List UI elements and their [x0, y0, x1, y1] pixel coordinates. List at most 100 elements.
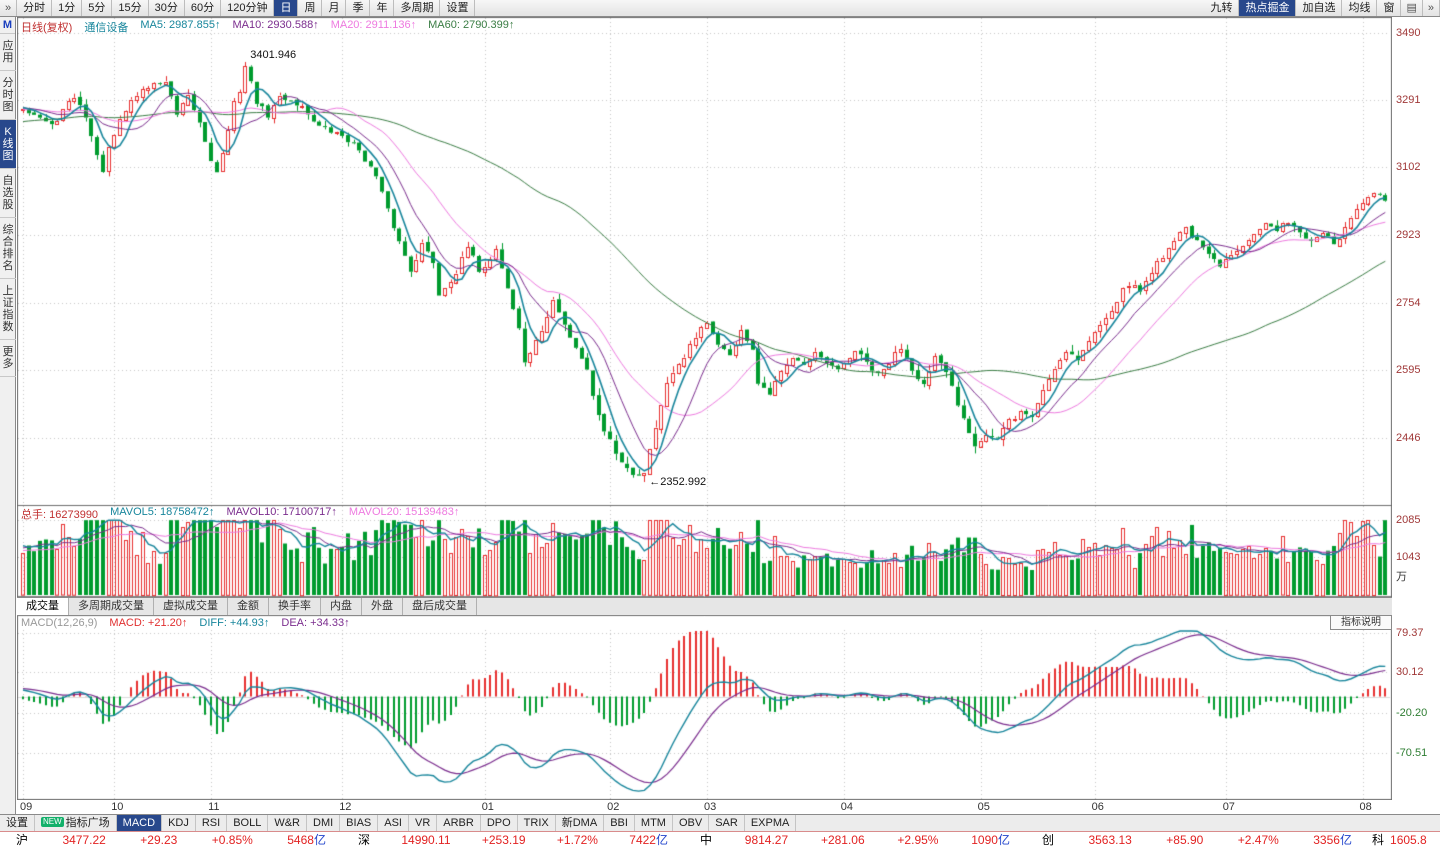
- volume-tab[interactable]: 成交量: [17, 598, 69, 615]
- price-header-label: MA20: 2911.136↑: [330, 19, 417, 31]
- collapse-panel-icon[interactable]: »: [1423, 0, 1440, 16]
- indicator-button[interactable]: BBI: [604, 815, 635, 831]
- toolbar-button[interactable]: 窗: [1377, 0, 1402, 16]
- market-quote[interactable]: 创 3563.13 +85.90 +2.47% 3356亿: [1026, 832, 1368, 847]
- x-axis-month-label: 10: [111, 801, 124, 813]
- period-button[interactable]: 15分: [112, 0, 149, 16]
- period-button[interactable]: 月: [322, 0, 347, 16]
- indicator-button[interactable]: DMI: [307, 815, 341, 831]
- market-quote[interactable]: 深 14990.11 +253.19 +1.72% 7422亿: [342, 832, 684, 847]
- sidebar-item[interactable]: K线图: [0, 120, 16, 169]
- indicator-button[interactable]: ASI: [378, 815, 409, 831]
- indicator-plaza-button[interactable]: NEW 指标广场: [35, 815, 117, 831]
- axis-tick-label: 万: [1396, 571, 1407, 583]
- x-axis-month-label: 03: [704, 801, 717, 813]
- indicator-button[interactable]: KDJ: [162, 815, 196, 831]
- volume-tab[interactable]: 换手率: [269, 598, 321, 615]
- period-button[interactable]: 60分: [185, 0, 222, 16]
- indicator-button[interactable]: RSI: [196, 815, 228, 831]
- sidebar: M 应用 分时图 K线图 自选股 综合排名 上证指数 更多: [0, 17, 16, 814]
- sidebar-item[interactable]: 自选股: [0, 169, 16, 218]
- sidebar-item[interactable]: 应用: [0, 34, 16, 71]
- market-quote[interactable]: 科 1605.8: [1368, 832, 1440, 847]
- period-button[interactable]: 周: [298, 0, 323, 16]
- toolbar-button[interactable]: 九转: [1204, 0, 1240, 16]
- price-header-label: MA5: 2987.855↑: [140, 19, 221, 31]
- macd-header-label: DIFF: +44.93↑: [199, 617, 270, 629]
- sidebar-items: 应用 分时图 K线图 自选股 综合排名 上证指数 更多: [0, 34, 16, 377]
- period-button[interactable]: 1分: [52, 0, 83, 16]
- toolbar-button[interactable]: 热点掘金: [1239, 0, 1297, 16]
- period-button[interactable]: 多周期: [394, 0, 441, 16]
- indicator-button[interactable]: EXPMA: [745, 815, 797, 831]
- market-name: 中: [700, 833, 713, 847]
- period-button[interactable]: 季: [346, 0, 371, 16]
- market-change-pct: +0.85%: [211, 832, 253, 847]
- period-button[interactable]: 年: [370, 0, 395, 16]
- indicator-button[interactable]: VR: [409, 815, 438, 831]
- indicator-button[interactable]: MACD: [116, 815, 163, 831]
- top-toolbar: » 分时 1分 5分 15分 30分 60分 120分钟日周月季年多周期 设置 九转 热点掘金加…: [0, 0, 1440, 17]
- axis-tick-label: -20.20: [1396, 706, 1428, 719]
- market-index-value: 3477.22: [62, 832, 106, 847]
- indicator-button[interactable]: BIAS: [340, 815, 379, 831]
- sidebar-item[interactable]: 综合排名: [0, 218, 16, 279]
- market-turnover: 5468亿: [287, 833, 326, 847]
- volume-header-label: MAVOL5: 18758472↑: [110, 506, 215, 518]
- price-header-label: MA60: 2790.399↑: [428, 19, 515, 31]
- indicator-buttons: MACD KDJ RSI BOLL W&R DMI BIAS ASI VR ARBR DPO TRIX…: [116, 815, 797, 831]
- price-header-label: 日线(复权): [21, 22, 73, 34]
- volume-tab-bar: 成交量 多周期成交量 虚拟成交量 金额 换手率 内盘 外盘 盘后成交量: [17, 597, 1392, 616]
- market-change-pct: +1.72%: [556, 832, 598, 847]
- period-button[interactable]: 分时: [17, 0, 53, 16]
- toolbar-button[interactable]: 加自选: [1296, 0, 1343, 16]
- x-axis-month-label: 07: [1222, 801, 1235, 813]
- window-layout-icon[interactable]: ▤: [1401, 0, 1423, 16]
- indicator-help-button[interactable]: 指标说明: [1330, 615, 1392, 630]
- market-name: 深: [358, 833, 371, 847]
- x-axis-month-label: 11: [208, 801, 220, 813]
- period-button[interactable]: 设置: [440, 0, 476, 16]
- indicator-toolbar: 设置 NEW 指标广场 MACD KDJ RSI BOLL W&R DMI BIAS ASI VR…: [0, 814, 1440, 831]
- toolbar-button[interactable]: 均线: [1342, 0, 1378, 16]
- market-status-bar: 沪 3477.22 +29.23 +0.85% 5468亿 深 14990.11…: [0, 831, 1440, 847]
- indicator-button[interactable]: 新DMA: [556, 815, 605, 831]
- indicator-button[interactable]: DPO: [481, 815, 518, 831]
- volume-tab[interactable]: 外盘: [362, 598, 403, 615]
- market-quote[interactable]: 沪 3477.22 +29.23 +0.85% 5468亿: [0, 832, 342, 847]
- kline-chart-canvas[interactable]: [17, 17, 1392, 800]
- sidebar-item[interactable]: 上证指数: [0, 279, 16, 340]
- x-axis-month-label: 09: [20, 801, 33, 813]
- x-axis-month-label: 12: [339, 801, 352, 813]
- indicator-button[interactable]: MTM: [635, 815, 673, 831]
- axis-tick-label: 2923: [1396, 228, 1421, 241]
- volume-tab[interactable]: 虚拟成交量: [154, 598, 228, 615]
- period-button[interactable]: 日: [274, 0, 299, 16]
- market-quote[interactable]: 中 9814.27 +281.06 +2.95% 1090亿: [684, 832, 1026, 847]
- indicator-button[interactable]: BOLL: [227, 815, 269, 831]
- period-button[interactable]: 120分钟: [221, 0, 275, 16]
- period-button[interactable]: 5分: [82, 0, 113, 16]
- indicator-button[interactable]: SAR: [709, 815, 745, 831]
- market-name: 创: [1042, 833, 1055, 847]
- axis-tick-label: 1043: [1396, 551, 1421, 564]
- indicator-button[interactable]: OBV: [673, 815, 710, 831]
- axis-tick-label: 79.37: [1396, 626, 1424, 639]
- volume-tab[interactable]: 金额: [228, 598, 269, 615]
- x-axis-month-label: 01: [481, 801, 494, 813]
- volume-tab[interactable]: 多周期成交量: [69, 598, 154, 615]
- indicator-button[interactable]: TRIX: [518, 815, 556, 831]
- price-header-label: MA10: 2930.588↑: [232, 19, 319, 31]
- period-button[interactable]: 30分: [149, 0, 185, 16]
- market-turnover: 7422亿: [629, 833, 668, 847]
- sidebar-item[interactable]: 分时图: [0, 71, 16, 120]
- indicator-button[interactable]: W&R: [268, 815, 307, 831]
- indicator-button[interactable]: ARBR: [437, 815, 481, 831]
- sidebar-item[interactable]: 更多: [0, 340, 16, 377]
- volume-tab[interactable]: 内盘: [321, 598, 362, 615]
- settings-button[interactable]: 设置: [0, 815, 35, 831]
- volume-tab[interactable]: 盘后成交量: [403, 598, 477, 615]
- axis-tick-label: 3102: [1396, 161, 1421, 174]
- volume-header-label: 总手: 16273990: [21, 509, 99, 521]
- expand-left-icon[interactable]: »: [0, 0, 18, 16]
